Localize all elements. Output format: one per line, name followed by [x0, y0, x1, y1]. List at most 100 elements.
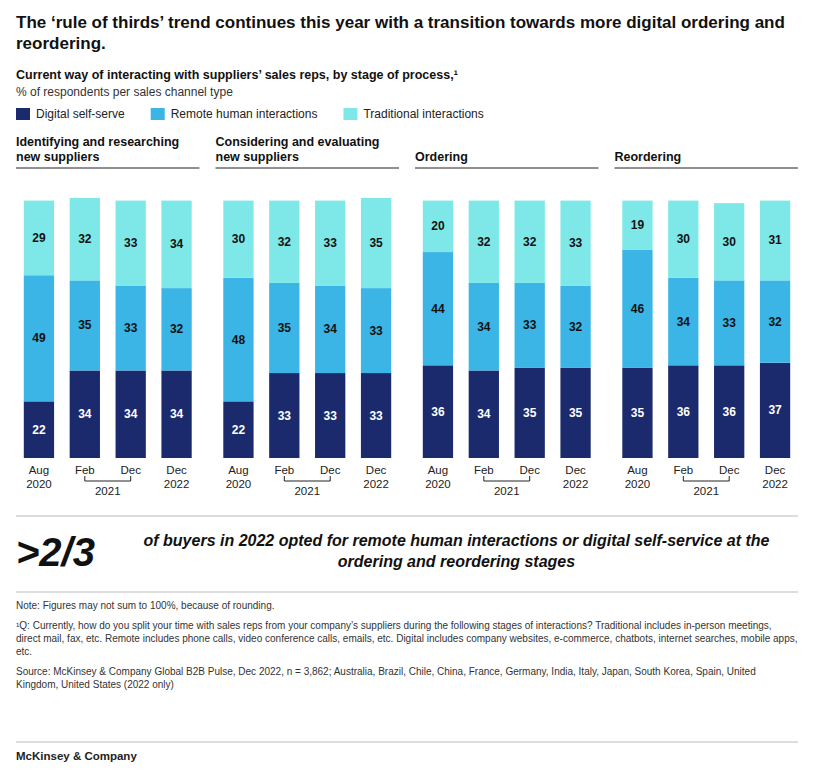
bar-segment [469, 201, 499, 283]
data-label: 33 [523, 318, 537, 332]
bar-segment [714, 365, 744, 458]
data-label: 36 [431, 405, 445, 419]
year-bracket [284, 476, 330, 481]
text-line: 2022 [363, 478, 389, 490]
bar-segment [760, 280, 790, 362]
data-labels: 363435354434333220323233 [431, 219, 582, 421]
text-line: Dec [765, 464, 786, 476]
data-label: 33 [324, 236, 338, 250]
text-line: 2020 [226, 478, 252, 490]
panel-title-rule [615, 168, 799, 169]
data-label: 48 [232, 333, 246, 347]
text-line: Reordering [615, 150, 682, 164]
text-line: Aug [228, 464, 248, 476]
bars [223, 198, 391, 458]
data-label: 36 [677, 405, 691, 419]
bar-segment [223, 278, 253, 402]
data-label: 36 [723, 405, 737, 419]
panel-title: Reordering [615, 150, 682, 164]
year-label: 2021 [494, 485, 520, 497]
callout-text: of buyers in 2022 opted for remote human… [144, 532, 770, 570]
bar-segment [423, 365, 453, 458]
bar-segment [668, 201, 698, 278]
panel-title: Considering and evaluatingnew suppliers [216, 135, 380, 164]
legend-swatch [16, 108, 30, 120]
separator [16, 742, 798, 743]
bar-segment [116, 201, 146, 286]
data-label: 19 [631, 218, 645, 232]
text-line: Dec [120, 464, 141, 476]
text-line: 2020 [26, 478, 52, 490]
text-line: Dec [565, 464, 586, 476]
text-line: Note: Figures may not sum to 100%, becau… [16, 600, 274, 611]
data-label: 32 [278, 235, 292, 249]
x-tick-label: Dec [120, 464, 141, 476]
text-line: Ordering [415, 150, 468, 164]
year-label: 2021 [693, 485, 719, 497]
text-line: Aug [29, 464, 49, 476]
panel-title: Ordering [415, 150, 468, 164]
data-label: 22 [32, 423, 46, 437]
data-label: 32 [569, 320, 583, 334]
text-line: Aug [428, 464, 448, 476]
data-labels: 223434344935333229323334 [32, 231, 183, 437]
text-line: 2020 [625, 478, 651, 490]
panel: Identifying and researchingnew suppliers… [16, 135, 200, 497]
bar-segment [315, 373, 345, 458]
text-line: new suppliers [16, 150, 99, 164]
data-label: 20 [431, 219, 445, 233]
note: Note: Figures may not sum to 100%, becau… [16, 600, 274, 611]
bar-segment [515, 201, 545, 283]
bar-segment [361, 373, 391, 458]
data-label: 32 [78, 232, 92, 246]
data-label: 22 [232, 423, 246, 437]
data-label: 35 [631, 406, 645, 420]
data-label: 33 [369, 409, 383, 423]
panel: Considering and evaluatingnew suppliers 2… [216, 135, 400, 497]
bar-segment [70, 198, 100, 280]
x-tick-label: Dec2022 [363, 464, 389, 490]
data-label: 33 [124, 236, 138, 250]
data-label: 31 [768, 233, 782, 247]
text-line: Feb [673, 464, 693, 476]
bar-segment [315, 201, 345, 286]
data-label: 33 [124, 321, 138, 335]
data-label: 34 [170, 407, 184, 421]
callout-big: >2/3 [16, 530, 95, 574]
text-line: Feb [274, 464, 294, 476]
bar-segment [760, 201, 790, 281]
bar-segment [24, 201, 54, 276]
data-label: 46 [631, 302, 645, 316]
data-label: 34 [677, 315, 691, 329]
data-label: 34 [170, 237, 184, 251]
bars [622, 201, 790, 458]
text-line: 2020 [425, 478, 451, 490]
data-label: 33 [324, 409, 338, 423]
bar-segment [361, 288, 391, 373]
data-label: 34 [477, 320, 491, 334]
x-tick-label: Dec2022 [563, 464, 589, 490]
legend-swatch [151, 108, 165, 120]
data-label: 34 [124, 407, 138, 421]
text-line: direct mail, fax, etc. Remote includes p… [16, 633, 797, 644]
text-line: Aug [627, 464, 647, 476]
page: The ‘rule of thirds’ trend continues thi… [0, 0, 814, 782]
text-line: Feb [75, 464, 95, 476]
text-line: Dec [519, 464, 540, 476]
data-label: 49 [32, 331, 46, 345]
bar-segment [116, 370, 146, 458]
bar-segment [161, 201, 191, 289]
bar-segment [622, 201, 652, 250]
bar-segment [315, 286, 345, 374]
bar-segment [560, 201, 590, 286]
bar-segment [515, 368, 545, 458]
panel: Reordering353636374634333219303031Aug202… [615, 150, 799, 497]
data-label: 35 [569, 406, 583, 420]
separator [16, 592, 798, 593]
text-line: ¹Q: Currently, how do you split your tim… [16, 620, 772, 631]
bar-segment [622, 250, 652, 368]
x-tick-label: Aug 2020 [425, 464, 451, 490]
data-label: 33 [278, 409, 292, 423]
data-label: 34 [477, 407, 491, 421]
x-tick-label: Feb [474, 464, 494, 476]
